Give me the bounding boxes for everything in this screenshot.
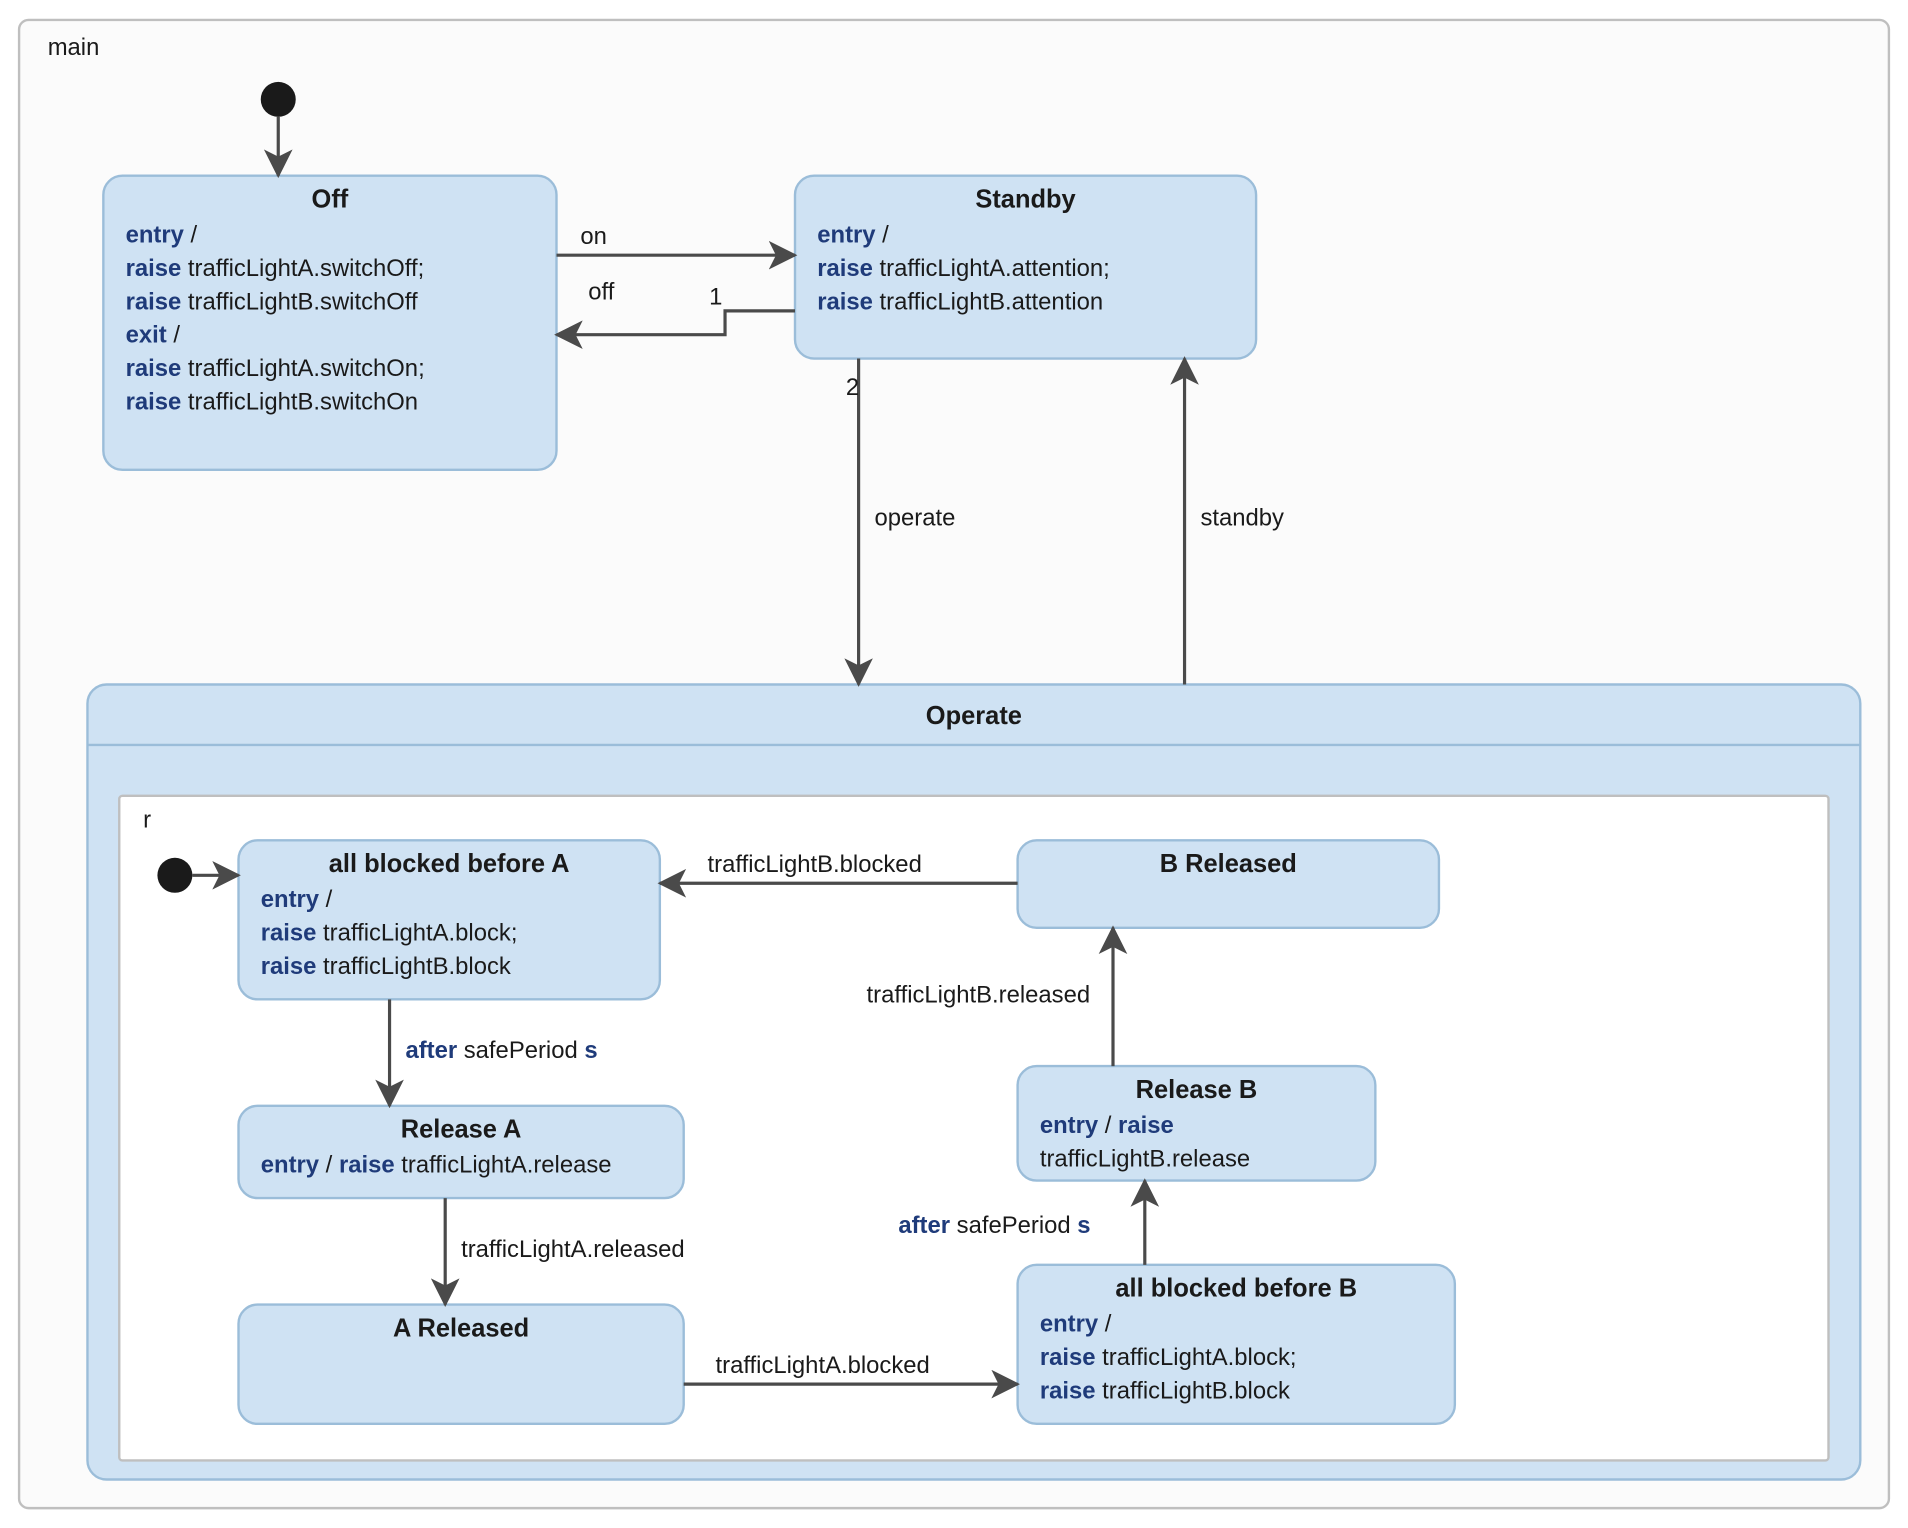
initial-state-top xyxy=(261,82,296,117)
state-standby-line-0: entry / xyxy=(817,221,889,248)
edge-off-standby-on-label: on xyxy=(580,223,607,250)
statechart-svg: main Operate r Off entry / raise trafficLigh… xyxy=(0,0,1908,1528)
state-relA-line-0: entry / raise trafficLightA.release xyxy=(261,1152,612,1179)
state-relB-line-0: entry / raise xyxy=(1040,1112,1174,1139)
region-r-label: r xyxy=(143,807,151,834)
state-operate-title: Operate xyxy=(926,702,1022,730)
state-off-line-4: raise trafficLightA.switchOn; xyxy=(126,355,425,382)
state-off-line-3: exit / xyxy=(126,322,181,349)
edge-bRel-allA-label: trafficLightB.blocked xyxy=(708,851,922,878)
state-aRel-title: A Released xyxy=(393,1314,529,1342)
state-off-line-2: raise trafficLightB.switchOff xyxy=(126,288,418,315)
edge-operate-standby-label: standby xyxy=(1200,505,1284,532)
state-off-title: Off xyxy=(312,186,349,214)
state-allB-line-2: raise trafficLightB.block xyxy=(1040,1377,1290,1404)
edge-standby-off-off-label: off xyxy=(588,279,614,306)
state-off-line-5: raise trafficLightB.switchOn xyxy=(126,388,418,415)
diagram-root: main Operate r Off entry / raise trafficLigh… xyxy=(0,0,1908,1528)
edge-relA-aRel-label: trafficLightA.released xyxy=(461,1236,685,1263)
edge-aRel-allB-label: trafficLightA.blocked xyxy=(716,1352,930,1379)
state-relB-line-1: trafficLightB.release xyxy=(1040,1145,1250,1172)
state-relA-title: Release A xyxy=(401,1116,522,1144)
edge-standby-operate-label2: 2 xyxy=(846,374,859,401)
region-main-label: main xyxy=(48,34,100,61)
state-bRel-title: B Released xyxy=(1160,850,1297,878)
state-allB-line-0: entry / xyxy=(1040,1311,1112,1338)
state-allA-line-2: raise trafficLightB.block xyxy=(261,953,511,980)
state-standby-title: Standby xyxy=(975,186,1076,214)
edge-standby-off-off-label2: 1 xyxy=(709,283,722,310)
edge-relB-bRel-label: trafficLightB.released xyxy=(867,982,1091,1009)
state-standby-line-1: raise trafficLightA.attention; xyxy=(817,255,1110,282)
state-off-line-1: raise trafficLightA.switchOff; xyxy=(126,255,425,282)
state-allB-title: all blocked before B xyxy=(1115,1275,1357,1303)
state-allA-line-1: raise trafficLightA.block; xyxy=(261,919,518,946)
initial-state-inner xyxy=(157,858,192,893)
state-relB-title: Release B xyxy=(1136,1076,1258,1104)
state-allA-title: all blocked before A xyxy=(329,850,570,878)
edge-allA-relA-label: after safePeriod s xyxy=(405,1037,597,1064)
state-standby-line-2: raise trafficLightB.attention xyxy=(817,288,1103,315)
state-off-line-0: entry / xyxy=(126,221,198,248)
edge-allB-relB-label: after safePeriod s xyxy=(898,1212,1090,1239)
state-allB-line-1: raise trafficLightA.block; xyxy=(1040,1344,1297,1371)
state-allA-line-0: entry / xyxy=(261,886,333,913)
edge-standby-operate-label: operate xyxy=(875,505,956,532)
